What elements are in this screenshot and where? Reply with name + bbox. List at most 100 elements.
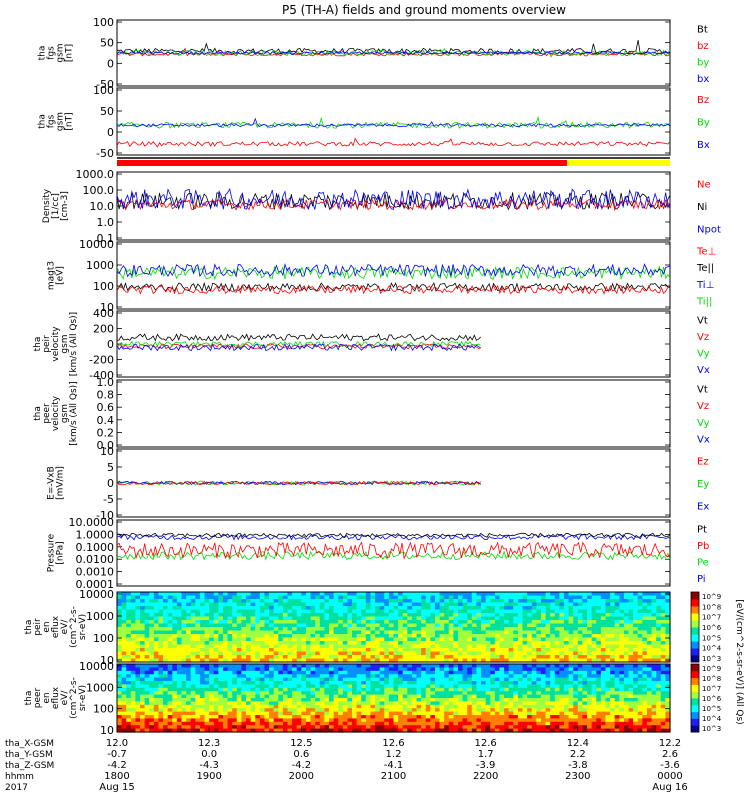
heatmap-cell <box>370 664 376 668</box>
heatmap-cell <box>573 670 579 675</box>
heatmap-cell <box>587 667 593 672</box>
heatmap-cell <box>651 644 657 649</box>
heatmap-cell <box>545 658 551 663</box>
heatmap-cell <box>375 599 381 604</box>
heatmap-cell <box>361 664 367 668</box>
heatmap-cell <box>591 634 597 639</box>
heatmap-cell <box>508 613 514 618</box>
heatmap-cell <box>637 627 643 632</box>
heatmap-cell <box>301 623 307 628</box>
heatmap-cell <box>181 634 187 639</box>
heatmap-cell <box>439 630 445 635</box>
heatmap-cell <box>319 606 325 611</box>
heatmap-cell <box>222 602 229 607</box>
heatmap-cell <box>531 691 537 696</box>
heatmap-cell <box>577 691 584 696</box>
heatmap-cell <box>559 634 565 639</box>
heatmap-cell <box>213 715 219 719</box>
heatmap-cell <box>250 655 256 660</box>
heatmap-cell <box>642 606 648 611</box>
heatmap-cell <box>121 595 127 600</box>
heatmap-cell <box>126 658 132 663</box>
heatmap-cell <box>393 670 399 675</box>
heatmap-cell <box>610 701 616 706</box>
heatmap-cell <box>467 627 473 632</box>
heatmap-cell <box>462 606 468 611</box>
heatmap-cell <box>241 609 247 614</box>
heatmap-cell <box>665 644 671 649</box>
heatmap-cell <box>333 658 339 663</box>
heatmap-cell <box>494 725 501 730</box>
heatmap-cell <box>232 609 238 614</box>
heatmap-cell <box>656 613 662 618</box>
heatmap-cell <box>591 704 597 709</box>
heatmap-cell <box>513 634 519 639</box>
heatmap-cell <box>600 658 607 663</box>
heatmap-cell <box>338 634 344 639</box>
heatmap-cell <box>181 698 187 702</box>
heatmap-cell <box>637 637 643 642</box>
series-bx-line <box>116 50 671 55</box>
heatmap-cell <box>458 648 464 653</box>
heatmap-cell <box>352 694 358 699</box>
heatmap-cell <box>591 701 597 706</box>
heatmap-cell <box>610 606 616 611</box>
heatmap-cell <box>554 613 560 618</box>
colorbar-step <box>691 597 699 600</box>
heatmap-cell <box>365 704 372 709</box>
heatmap-cell <box>227 670 233 675</box>
heatmap-cell <box>619 644 625 649</box>
heatmap-cell <box>365 698 372 702</box>
heatmap-cell <box>250 644 256 649</box>
heatmap-cell <box>568 684 574 689</box>
colorbar-step <box>691 632 699 635</box>
heatmap-cell <box>361 609 367 614</box>
y-tick-label: 1000 <box>86 610 114 623</box>
heatmap-cell <box>181 691 187 696</box>
heatmap-cell <box>158 637 164 642</box>
heatmap-cell <box>628 670 634 675</box>
heatmap-cell <box>508 602 514 607</box>
heatmap-cell <box>310 613 316 618</box>
heatmap-cell <box>398 664 404 668</box>
heatmap-cell <box>411 711 418 716</box>
heatmap-cell <box>273 721 279 726</box>
heatmap-cell <box>121 711 127 716</box>
heatmap-cell <box>218 655 224 660</box>
heatmap-cell <box>458 725 464 730</box>
heatmap-cell <box>167 684 173 689</box>
heatmap-cell <box>476 648 482 653</box>
heatmap-cell <box>218 623 224 628</box>
heatmap-cell <box>241 718 247 723</box>
heatmap-cell <box>292 644 298 649</box>
heatmap-cell <box>356 725 362 730</box>
heatmap-cell <box>218 620 224 625</box>
heatmap-cell <box>269 627 275 632</box>
heatmap-cell <box>508 592 514 597</box>
heatmap-cell <box>186 613 192 618</box>
heatmap-cell <box>444 599 450 604</box>
heatmap-cell <box>379 658 385 663</box>
heatmap-cell <box>485 694 491 699</box>
heatmap-cell <box>149 623 155 628</box>
heatmap-cell <box>190 651 196 656</box>
heatmap-cell <box>596 620 602 625</box>
heatmap-cell <box>628 602 634 607</box>
heatmap-cell <box>236 708 243 713</box>
heatmap-cell <box>333 677 339 682</box>
heatmap-cell <box>296 667 302 672</box>
heatmap-cell <box>646 595 653 600</box>
heatmap-cell <box>181 655 187 660</box>
heatmap-cell <box>494 606 501 611</box>
heatmap-cell <box>232 616 238 621</box>
heatmap-cell <box>227 630 233 635</box>
heatmap-cell <box>633 694 639 699</box>
heatmap-cell <box>522 728 528 733</box>
heatmap-cell <box>324 728 330 733</box>
heatmap-cell <box>628 691 634 696</box>
heatmap-cell <box>236 667 243 672</box>
heatmap-cell <box>499 651 505 656</box>
heatmap-cell <box>577 613 584 618</box>
heatmap-cell <box>508 725 514 730</box>
